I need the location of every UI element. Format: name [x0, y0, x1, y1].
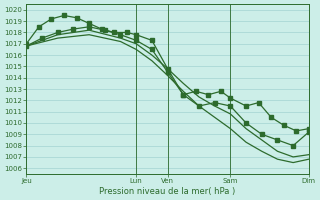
X-axis label: Pression niveau de la mer( hPa ): Pression niveau de la mer( hPa ) — [100, 187, 236, 196]
